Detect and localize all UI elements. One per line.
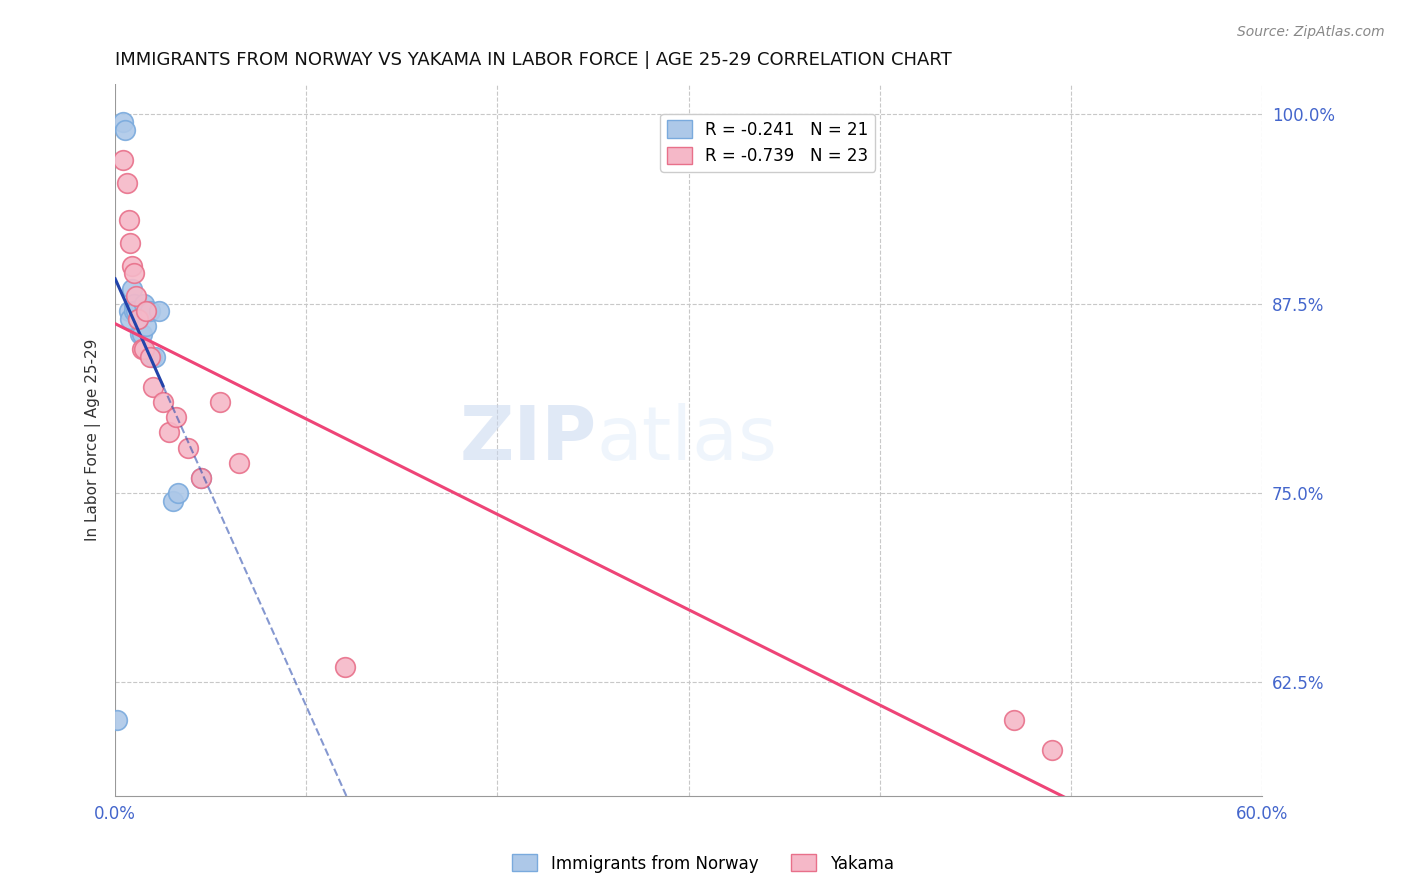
Point xyxy=(115,176,138,190)
Point xyxy=(162,493,184,508)
Point xyxy=(120,236,142,251)
Point xyxy=(135,319,157,334)
Point xyxy=(127,311,149,326)
Point xyxy=(111,153,134,167)
Point xyxy=(105,713,128,727)
Point xyxy=(121,259,143,273)
Point xyxy=(138,304,160,318)
Point xyxy=(132,296,155,310)
Point xyxy=(111,115,134,129)
Point xyxy=(132,342,155,356)
Point xyxy=(124,266,146,280)
Text: Source: ZipAtlas.com: Source: ZipAtlas.com xyxy=(1237,25,1385,39)
Point xyxy=(228,456,250,470)
Point xyxy=(121,281,143,295)
Text: IMMIGRANTS FROM NORWAY VS YAKAMA IN LABOR FORCE | AGE 25-29 CORRELATION CHART: IMMIGRANTS FROM NORWAY VS YAKAMA IN LABO… xyxy=(115,51,952,69)
Text: atlas: atlas xyxy=(598,403,778,476)
Point xyxy=(177,441,200,455)
Point xyxy=(131,342,153,356)
Point xyxy=(127,311,149,326)
Legend: R = -0.241   N = 21, R = -0.739   N = 23: R = -0.241 N = 21, R = -0.739 N = 23 xyxy=(661,114,876,172)
Point xyxy=(131,326,153,341)
Point xyxy=(125,289,148,303)
Point xyxy=(143,350,166,364)
Point xyxy=(124,304,146,318)
Point xyxy=(120,311,142,326)
Point xyxy=(117,304,139,318)
Point xyxy=(125,304,148,318)
Point xyxy=(333,660,356,674)
Point xyxy=(138,350,160,364)
Point xyxy=(209,395,232,409)
Point xyxy=(165,410,187,425)
Point xyxy=(148,304,170,318)
Point xyxy=(190,471,212,485)
Point xyxy=(142,380,165,394)
Point xyxy=(117,213,139,227)
Text: ZIP: ZIP xyxy=(460,403,598,476)
Point xyxy=(124,296,146,310)
Legend: Immigrants from Norway, Yakama: Immigrants from Norway, Yakama xyxy=(506,847,900,880)
Y-axis label: In Labor Force | Age 25-29: In Labor Force | Age 25-29 xyxy=(86,339,101,541)
Point xyxy=(129,326,152,341)
Point xyxy=(1040,743,1063,757)
Point xyxy=(1002,713,1025,727)
Point xyxy=(167,486,190,500)
Point xyxy=(190,471,212,485)
Point xyxy=(157,425,180,440)
Point xyxy=(141,350,163,364)
Point xyxy=(114,122,136,136)
Point xyxy=(135,304,157,318)
Point xyxy=(152,395,174,409)
